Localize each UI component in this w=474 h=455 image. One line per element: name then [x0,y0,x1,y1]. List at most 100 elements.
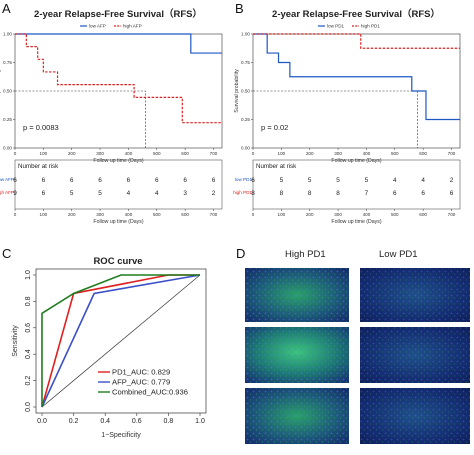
roc-x-tick-label: 0.2 [69,418,79,425]
immunofluorescence-panel: High PD1 Low PD1 [245,249,470,444]
risk-cell: 2 [450,177,454,184]
risk-x-tick-label: 100 [40,212,48,217]
risk-x-tick-label: 600 [419,212,427,217]
risk-cell: 4 [127,190,131,197]
roc-legend-label-0: PD1_AUC: 0.829 [112,368,170,377]
legend-label-0: low PD1 [327,24,345,29]
risk-x-tick-label: 500 [391,212,399,217]
x-tick-label: 700 [448,151,456,156]
km-chart-pd1: 2-year Relapse-Free Survival（RFS） low PD1… [233,8,461,225]
roc-y-tick-label: 0.4 [25,349,32,359]
p-value: p = 0.02 [261,123,288,132]
roc-x-tick-label: 0.4 [100,418,110,425]
roc-series-line-2 [41,274,200,407]
risk-cell: 8 [336,190,340,197]
risk-cell: 8 [308,190,312,197]
legend-label-0: low AFP [89,24,106,29]
risk-cell: 6 [98,177,102,184]
x-tick-label: 200 [68,151,76,156]
risk-x-tick-label: 300 [334,212,342,217]
risk-cell: 4 [393,177,397,184]
risk-table-title: Number at risk [256,163,297,170]
risk-x-tick-label: 200 [306,212,314,217]
x-tick-label: 500 [391,151,399,156]
y-tick-label: 0.00 [3,146,12,151]
risk-cell: 6 [450,190,454,197]
y-tick-label: 0.75 [241,60,250,65]
risk-cell: 6 [155,177,159,184]
x-tick-label: 200 [306,151,314,156]
y-axis-title: Survival probability [0,69,2,113]
roc-title: ROC curve [93,256,142,267]
roc-x-tick-label: 1.0 [195,418,205,425]
risk-x-tick-label: 700 [448,212,456,217]
roc-x-axis-title: 1−Specificity [101,432,141,439]
y-tick-label: 0.50 [3,89,12,94]
km-title: 2-year Relapse-Free Survival（RFS） [272,8,440,20]
risk-x-axis-title: Follow up time (Days) [331,219,381,225]
km-chart-afp: 2-year Relapse-Free Survival（RFS） low AFP… [0,8,223,225]
risk-cell: 6 [212,177,216,184]
km-series-line-0 [15,33,222,54]
risk-cell: 6 [13,177,17,184]
y-tick-label: 1.00 [3,32,12,37]
median-line [15,90,146,148]
panel-letter-b: B [235,1,244,16]
x-tick-label: 600 [181,151,189,156]
risk-cell: 5 [336,177,340,184]
risk-cell: 5 [365,177,369,184]
x-tick-label: 500 [153,151,161,156]
km-series-line-1 [253,33,460,49]
panel-letter-d: D [236,246,245,261]
legend-label-1: high AFP [123,24,142,29]
risk-cell: 6 [183,177,187,184]
p-value: p = 0.0083 [23,123,59,132]
risk-cell: 2 [212,190,216,197]
roc-frame [35,268,207,414]
risk-cell: 5 [70,190,74,197]
roc-y-tick-label: 0.2 [25,376,32,386]
risk-cell: 4 [155,190,159,197]
risk-table-title: Number at risk [18,163,59,170]
x-tick-label: 400 [125,151,133,156]
risk-cell: 6 [70,177,74,184]
risk-x-axis-title: Follow up time (Days) [93,219,143,225]
risk-cell: 8 [280,190,284,197]
risk-cell: 8 [251,190,255,197]
x-tick-label: 300 [334,151,342,156]
risk-cell: 6 [42,177,46,184]
risk-row-label: low AFP [0,177,14,182]
risk-cell: 5 [98,190,102,197]
risk-cell: 9 [13,190,17,197]
x-tick-label: 300 [96,151,104,156]
risk-x-tick-label: 200 [68,212,76,217]
risk-cell: 4 [421,177,425,184]
y-tick-label: 0.75 [3,60,12,65]
km-title: 2-year Relapse-Free Survival（RFS） [34,8,202,20]
risk-cell: 5 [280,177,284,184]
image-column-high-pd1: High PD1 [285,249,326,260]
x-tick-label: 0 [14,151,17,156]
x-tick-label: 600 [419,151,427,156]
y-tick-label: 0.50 [241,89,250,94]
km-series-line-0 [253,33,460,121]
roc-x-tick-label: 0.0 [37,418,47,425]
risk-x-tick-label: 0 [14,212,17,217]
y-axis-title: Survival probability [234,69,240,113]
roc-y-tick-label: 0.6 [25,323,32,333]
roc-y-tick-label: 0.8 [25,296,32,306]
x-tick-label: 100 [40,151,48,156]
legend-label-1: high PD1 [361,24,380,29]
risk-x-tick-label: 700 [210,212,218,217]
risk-x-tick-label: 400 [363,212,371,217]
risk-x-tick-label: 300 [96,212,104,217]
roc-x-tick-label: 0.6 [132,418,142,425]
risk-x-tick-label: 100 [278,212,286,217]
roc-series-line-1 [41,274,201,408]
risk-cell: 6 [251,177,255,184]
risk-x-tick-label: 400 [125,212,133,217]
panel-letter-c: C [2,246,11,261]
risk-x-tick-label: 500 [153,212,161,217]
risk-row-label: low PD1 [235,177,253,182]
